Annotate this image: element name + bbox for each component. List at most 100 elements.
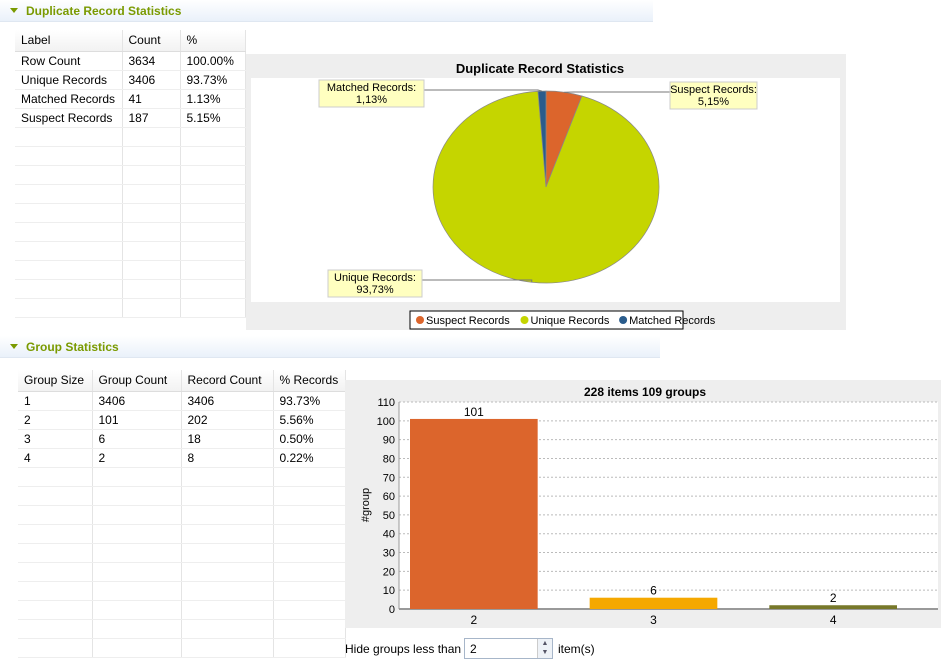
hide-groups-label: Hide groups less than: [345, 642, 462, 656]
bar-4: [769, 605, 897, 609]
empty-cell: [181, 505, 274, 525]
group-section-header[interactable]: Group Statistics: [0, 336, 660, 358]
empty-cell: [92, 524, 182, 544]
y-tick-label: 50: [383, 510, 395, 522]
column-header[interactable]: Group Size: [18, 370, 93, 392]
empty-cell: [181, 467, 274, 487]
empty-cell: [15, 241, 123, 261]
table-row[interactable]: Row Count 3634 100.00%: [15, 51, 246, 71]
empty-cell: [181, 562, 274, 582]
table-row[interactable]: [18, 581, 346, 601]
table-row[interactable]: [18, 524, 346, 544]
collapse-triangle-icon: [10, 344, 18, 349]
table-row[interactable]: [18, 600, 346, 620]
table-row[interactable]: [18, 543, 346, 563]
table-cell: 2: [18, 410, 93, 430]
empty-cell: [273, 638, 346, 658]
empty-cell: [273, 524, 346, 544]
spin-up-icon[interactable]: ▲: [541, 640, 549, 647]
table-row[interactable]: [18, 619, 346, 639]
slice-label-box: [318, 79, 425, 108]
table-row[interactable]: [18, 467, 346, 487]
table-cell: 1.13%: [180, 89, 246, 109]
table-cell: 5.56%: [273, 410, 346, 430]
table-row[interactable]: [15, 241, 246, 261]
empty-cell: [15, 298, 123, 318]
table-cell: Unique Records: [15, 70, 123, 90]
chart-title: Duplicate Record Statistics: [456, 61, 624, 76]
table-row[interactable]: 2 101 202 5.56%: [18, 410, 346, 430]
column-header[interactable]: Record Count: [181, 370, 274, 392]
spin-down-icon[interactable]: ▼: [541, 649, 549, 656]
table-row[interactable]: [15, 146, 246, 166]
table-row[interactable]: [15, 298, 246, 318]
table-row[interactable]: [18, 505, 346, 525]
table-cell: 6: [92, 429, 182, 449]
duplicate-section-header[interactable]: Duplicate Record Statistics: [0, 0, 653, 22]
bar-value-label: 101: [464, 405, 484, 419]
empty-cell: [18, 562, 93, 582]
table-row[interactable]: [15, 222, 246, 242]
empty-cell: [122, 222, 181, 242]
table-row[interactable]: [15, 203, 246, 223]
column-header[interactable]: %: [180, 30, 246, 52]
empty-cell: [122, 279, 181, 299]
hide-groups-spinner[interactable]: 2 ▲ ▼: [464, 638, 553, 659]
slice-label: Matched Records:: [327, 82, 416, 94]
legend-label: Unique Records: [531, 315, 610, 327]
table-row[interactable]: [15, 127, 246, 147]
y-tick-label: 40: [383, 529, 395, 541]
slice-percent: 5,15%: [698, 96, 729, 108]
table-row[interactable]: [15, 279, 246, 299]
empty-cell: [18, 467, 93, 487]
empty-cell: [181, 638, 274, 658]
empty-cell: [18, 524, 93, 544]
empty-cell: [122, 127, 181, 147]
slice-label: Suspect Records:: [670, 84, 757, 96]
table-row[interactable]: Matched Records 41 1.13%: [15, 89, 246, 109]
empty-cell: [15, 203, 123, 223]
column-header[interactable]: % Records: [273, 370, 346, 392]
hide-groups-value[interactable]: 2: [470, 642, 477, 656]
y-tick-label: 30: [383, 548, 395, 560]
bar-2: [410, 418, 538, 609]
column-header[interactable]: Label: [15, 30, 123, 52]
slice-percent: 1,13%: [356, 94, 387, 106]
collapse-triangle-icon: [10, 8, 18, 13]
column-header[interactable]: Group Count: [92, 370, 182, 392]
empty-cell: [180, 203, 246, 223]
empty-cell: [180, 298, 246, 318]
slice-label-box: [327, 269, 423, 298]
table-row[interactable]: Unique Records 3406 93.73%: [15, 70, 246, 90]
table-row[interactable]: 4 2 8 0.22%: [18, 448, 346, 468]
table-row[interactable]: [18, 486, 346, 506]
table-row[interactable]: [15, 165, 246, 185]
empty-cell: [15, 127, 123, 147]
slice-percent: 93,73%: [356, 284, 394, 296]
leader-line: [422, 279, 533, 283]
empty-cell: [181, 619, 274, 639]
table-cell: Suspect Records: [15, 108, 123, 128]
column-header[interactable]: Count: [122, 30, 181, 52]
table-row[interactable]: 1 3406 3406 93.73%: [18, 391, 346, 411]
chart-title: 228 items 109 groups: [584, 385, 706, 399]
table-row[interactable]: [15, 260, 246, 280]
table-cell: 8: [181, 448, 274, 468]
legend-marker: [416, 316, 424, 324]
empty-cell: [180, 127, 246, 147]
empty-cell: [92, 505, 182, 525]
duplicate-stats-table: Label Count% Row Count 3634 100.00% Unique Re…: [15, 30, 246, 318]
empty-cell: [18, 581, 93, 601]
table-row[interactable]: 3 6 18 0.50%: [18, 429, 346, 449]
empty-cell: [273, 619, 346, 639]
table-row[interactable]: Suspect Records 187 5.15%: [15, 108, 246, 128]
empty-cell: [180, 184, 246, 204]
table-row[interactable]: [15, 184, 246, 204]
section-title: Duplicate Record Statistics: [26, 3, 182, 18]
table-row[interactable]: [18, 562, 346, 582]
empty-cell: [180, 165, 246, 185]
table-cell: 1: [18, 391, 93, 411]
empty-cell: [181, 600, 274, 620]
table-row[interactable]: [18, 638, 346, 658]
empty-cell: [181, 486, 274, 506]
